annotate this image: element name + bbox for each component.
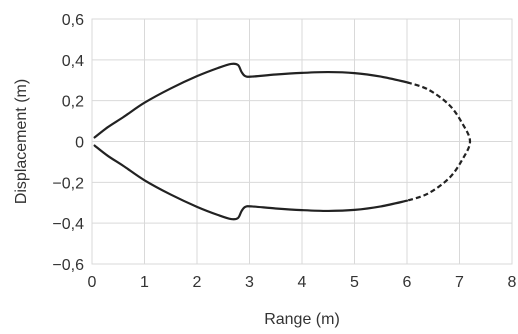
x-tick-label: 4 xyxy=(298,274,307,291)
y-tick-label: −0,4 xyxy=(52,216,84,233)
series-group xyxy=(93,62,472,221)
y-tick-label: 0,4 xyxy=(62,53,84,70)
x-tick-label: 2 xyxy=(193,274,202,291)
x-tick-label: 8 xyxy=(508,274,517,291)
y-tick-label: 0 xyxy=(75,135,84,152)
y-tick-label: 0,6 xyxy=(62,12,84,29)
y-tick-label: 0,2 xyxy=(62,94,84,111)
x-tick-label: 3 xyxy=(245,274,254,291)
series-line-solid xyxy=(93,144,409,221)
x-tick-label: 6 xyxy=(403,274,412,291)
x-tick-label: 5 xyxy=(350,274,359,291)
y-axis-title: Displacement (m) xyxy=(13,79,30,204)
series-line-dashed xyxy=(406,81,472,202)
x-tick-label: 7 xyxy=(455,274,464,291)
x-tick-label: 1 xyxy=(140,274,149,291)
plot-area-border xyxy=(91,18,513,265)
series-line-solid xyxy=(93,62,409,139)
y-tick-label: −0,2 xyxy=(52,175,84,192)
x-axis-title: Range (m) xyxy=(264,311,340,328)
x-axis-ticks: 0 1 2 3 4 5 6 7 8 xyxy=(88,274,517,291)
grid xyxy=(91,18,513,265)
y-tick-label: −0,6 xyxy=(52,257,84,274)
x-tick-label: 0 xyxy=(88,274,97,291)
y-axis-ticks: −0,6 −0,4 −0,2 0 0,2 0,4 0,6 xyxy=(52,12,84,274)
